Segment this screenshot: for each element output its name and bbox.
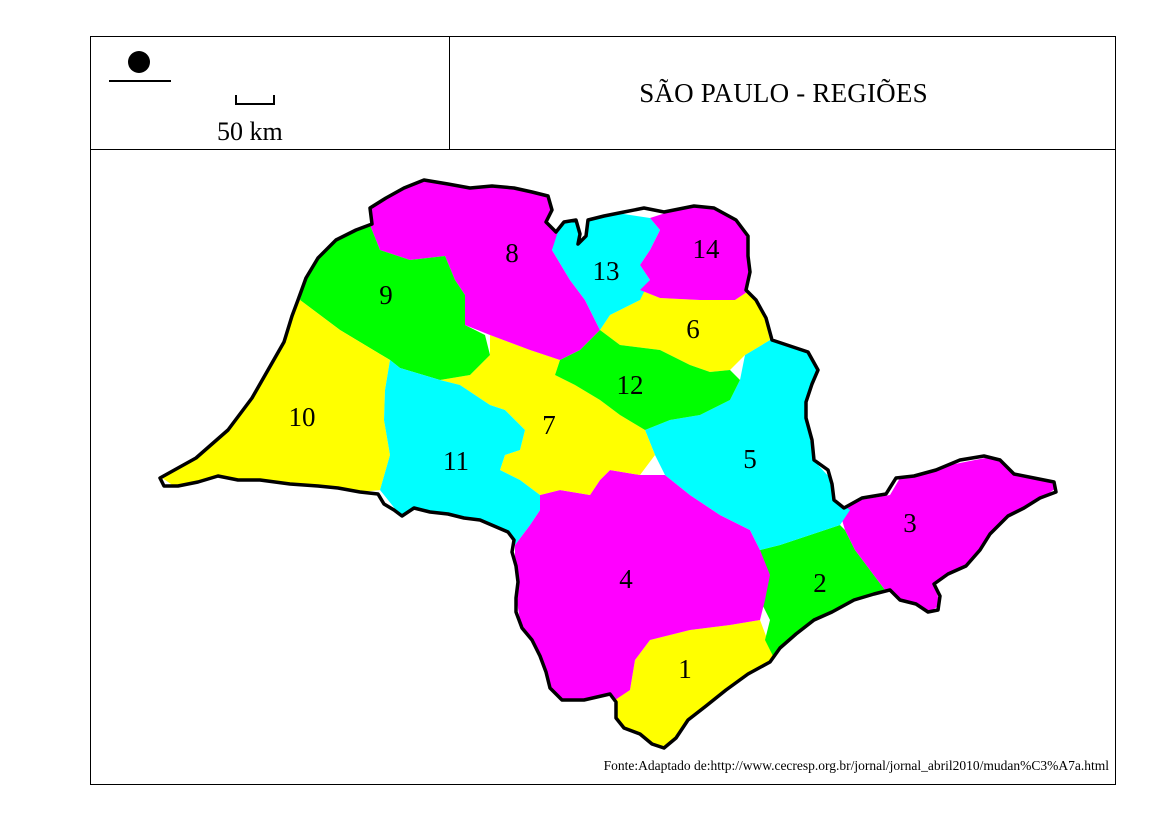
state-outline (158, 178, 1058, 750)
region-label-14: 14 (693, 234, 721, 264)
region-6 (600, 290, 770, 372)
region-11 (380, 360, 540, 545)
region-label-13: 13 (593, 256, 620, 286)
source-note: Fonte:Adaptado de:http://www.cecresp.org… (603, 758, 1109, 773)
header-divider (91, 149, 1115, 150)
region-8 (370, 180, 600, 360)
region-label-8: 8 (505, 238, 519, 268)
north-arrow-base (109, 80, 171, 82)
region-label-7: 7 (542, 410, 556, 440)
region-label-3: 3 (903, 508, 917, 538)
region-label-11: 11 (443, 446, 469, 476)
header-vertical-divider (449, 37, 450, 150)
scale-bar-icon (235, 95, 275, 105)
region-label-9: 9 (379, 280, 393, 310)
region-14 (640, 202, 755, 300)
region-5 (645, 340, 850, 550)
region-label-2: 2 (813, 568, 827, 598)
region-4 (515, 470, 770, 705)
region-12 (555, 330, 740, 430)
region-label-10: 10 (289, 402, 316, 432)
regions-group (160, 180, 1056, 748)
region-label-12: 12 (617, 370, 644, 400)
region-label-6: 6 (686, 314, 700, 344)
region-7 (440, 335, 655, 495)
region-9 (300, 225, 490, 380)
scale-label: 50 km (217, 117, 283, 146)
region-label-1: 1 (678, 654, 692, 684)
north-arrow-icon (128, 51, 150, 73)
region-label-5: 5 (743, 444, 757, 474)
region-label-4: 4 (619, 564, 633, 594)
map-title: SÃO PAULO - REGIÕES (639, 77, 928, 108)
map-frame: 50 km SÃO PAULO - REGIÕES Fonte:Adaptado… (90, 36, 1116, 785)
region-3 (836, 455, 1056, 615)
region-2 (760, 525, 885, 660)
region-1 (612, 620, 775, 748)
